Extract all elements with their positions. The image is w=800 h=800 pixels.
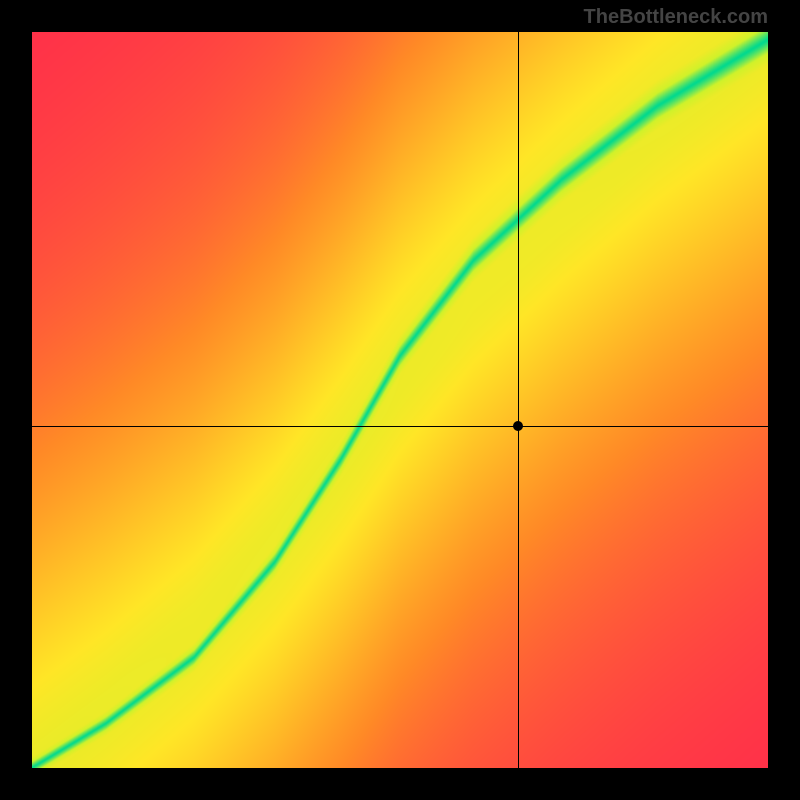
crosshair-horizontal-line xyxy=(32,426,768,427)
crosshair-vertical-line xyxy=(518,32,519,768)
crosshair-dot xyxy=(513,421,523,431)
plot-area xyxy=(32,32,768,768)
watermark-text: TheBottleneck.com xyxy=(584,6,768,29)
bottleneck-heatmap xyxy=(32,32,768,768)
